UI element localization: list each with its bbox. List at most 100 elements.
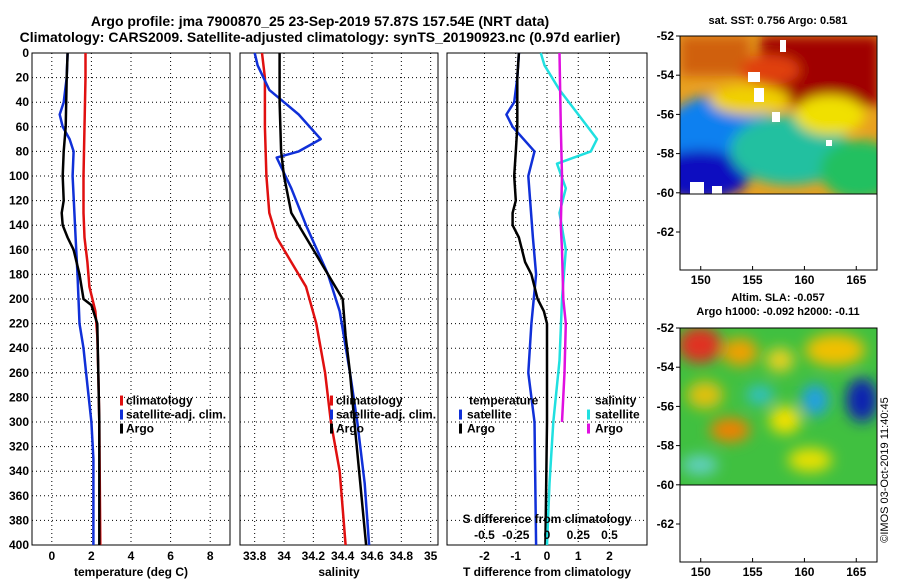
x-axis-label: temperature (deg C) [74,565,188,579]
y-tick-label: 300 [9,415,29,429]
panel-frame [31,52,231,546]
series-climatology [82,53,102,546]
sla-map-field [680,328,877,485]
y-tick-label: 260 [9,366,29,380]
legend-swatch [330,423,333,434]
x-tick-label: 35 [424,549,438,563]
y-tick-label: 280 [9,390,29,404]
y-tick-label: 140 [9,218,29,232]
x-tick-label: -1 [510,549,521,563]
map-lon-label: 160 [794,565,814,579]
legend-swatch [587,423,590,434]
profile-panel-1: 0 2 4 6 802040608010012014016018020022024026… [9,46,231,579]
x-tick-label: 1 [575,549,582,563]
map-lat-label: -62 [657,225,675,239]
x-axis-label: salinity [318,565,360,579]
map-lat-label: -54 [657,360,675,374]
map-lon-label: 165 [846,273,866,287]
sst-map: sat. SST: 0.756 Argo: 0.581 [679,15,878,271]
sla-map-axes [679,327,878,563]
legend-swatch [459,409,462,420]
legend-label: satellite-adj. clim. [126,408,226,422]
map-lat-label: -58 [657,147,675,161]
map-lat-label: -52 [657,321,675,335]
secondary-tick-label: 0 [544,528,551,542]
y-tick-label: 360 [9,489,29,503]
y-tick-label: 120 [9,194,29,208]
legend-label: Argo [336,422,364,436]
sst-map-field [680,36,877,194]
legend-swatch [120,395,123,406]
legend-label: Argo [467,422,495,436]
y-tick-label: 60 [16,120,30,134]
series-temperature-satellite [505,52,538,546]
x-tick-label: 33.8 [243,549,267,563]
y-tick-label: 80 [16,144,30,158]
sst-map-title: sat. SST: 0.756 Argo: 0.581 [709,15,848,27]
secondary-tick-label: -0.5 [474,528,495,542]
legend-swatch [120,409,123,420]
x-tick-label: 8 [207,549,214,563]
legend-label: climatology [126,394,193,408]
x-tick-label: 34.2 [302,549,326,563]
y-tick-label: 240 [9,341,29,355]
legend-label: Argo [595,422,623,436]
sla-map: Altim. SLA: -0.057 Argo h1000: -0.092 h2… [679,292,878,563]
sla-map-title-1: Altim. SLA: -0.057 [731,292,825,304]
y-tick-label: 320 [9,440,29,454]
legend-label: Argo [126,422,154,436]
x-tick-label: 34.6 [360,549,384,563]
legend-swatch [459,423,462,434]
profile-plots: 0 2 4 6 802040608010012014016018020022024026… [9,46,648,579]
sst-map-axes [679,35,878,271]
map-lat-label: -56 [657,399,675,413]
secondary-axis-label: S difference from climatology [463,512,632,526]
y-tick-label: 180 [9,267,29,281]
x-tick-label: 34.8 [390,549,414,563]
secondary-tick-label: 0.25 [567,528,591,542]
y-tick-label: 40 [16,95,30,109]
profile-panel-3: -2 -1 0 1 2 T difference from climatology temp… [446,52,648,579]
profile-panel-2: 33.8 34 34.2 34.4 34.6 34.8 35 salinity climatol… [239,52,439,579]
map-lat-label: -56 [657,107,675,121]
x-tick-label: 4 [128,549,135,563]
series-satellite-adj-clim- [253,52,371,546]
title-line-2: Climatology: CARS2009. Satellite-adjuste… [20,29,621,45]
map-lat-label: -60 [657,478,675,492]
y-tick-label: 20 [16,71,30,85]
map-lat-label: -60 [657,186,675,200]
copyright-stamp: ©IMOS 03-Oct-2019 11:40:45 [879,397,891,542]
y-tick-label: 100 [9,169,29,183]
legend-swatch [330,395,333,406]
map-lon-label: 160 [794,273,814,287]
secondary-tick-label: -0.25 [502,528,530,542]
map-lat-label: -52 [657,29,675,43]
x-tick-label: 34.4 [331,549,355,563]
y-tick-label: 400 [9,538,29,552]
panel-frame [239,52,439,546]
y-tick-label: 340 [9,464,29,478]
title-line-1: Argo profile: jma 7900870_25 23-Sep-2019… [91,13,549,29]
x-tick-label: 6 [167,549,174,563]
map-lon-label: 155 [743,565,763,579]
series-argo [278,53,368,546]
legend-title-temperature: temperature [469,394,539,408]
series-salinity-argo [558,52,568,423]
series-satellite-adj-clim- [58,52,95,545]
x-tick-label: 2 [606,549,613,563]
map-lat-label: -54 [657,68,675,82]
series-climatology [260,52,347,546]
x-tick-label: 0 [48,549,55,563]
x-axis-label: T difference from climatology [463,565,631,579]
map-axis-ticks: -52 -54 -56 -58 -60 -62 150 155 160 165 -52 -54 -56 -… [657,29,867,579]
legend-swatch [330,409,333,420]
x-tick-label: -2 [479,549,490,563]
series-salinity-satellite [539,52,599,546]
x-tick-label: 2 [88,549,95,563]
y-tick-label: 200 [9,292,29,306]
map-lon-label: 155 [743,273,763,287]
sla-map-title-2: Argo h1000: -0.092 h2000: -0.11 [696,306,859,318]
legend-swatch [587,409,590,420]
map-lon-label: 150 [691,273,711,287]
